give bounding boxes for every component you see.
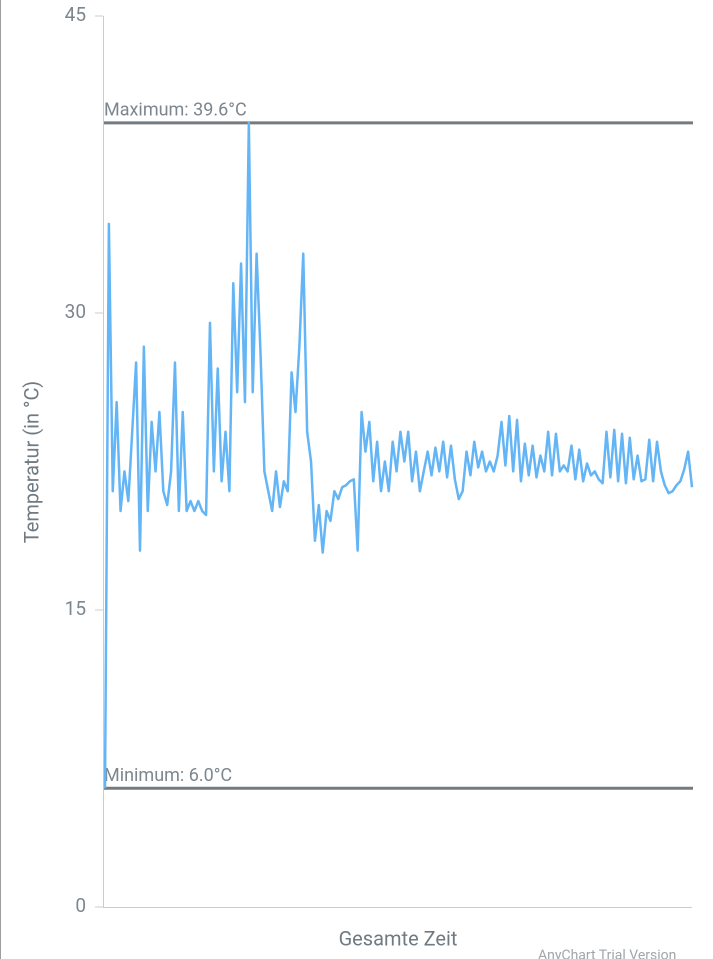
y-tick-label: 0 <box>75 894 86 917</box>
y-tick-label: 15 <box>65 597 86 620</box>
y-tick-label: 30 <box>65 300 86 323</box>
y-tick-label: 45 <box>65 3 86 26</box>
x-axis-title: Gesamte Zeit <box>339 926 458 950</box>
watermark: AnyChart Trial Version <box>538 948 676 959</box>
data-line <box>103 121 694 789</box>
reference-label: Maximum: 39.6°C <box>104 100 247 121</box>
y-axis-title: Temperatur (in °C) <box>19 381 43 543</box>
reference-label: Minimum: 6.0°C <box>104 765 232 786</box>
